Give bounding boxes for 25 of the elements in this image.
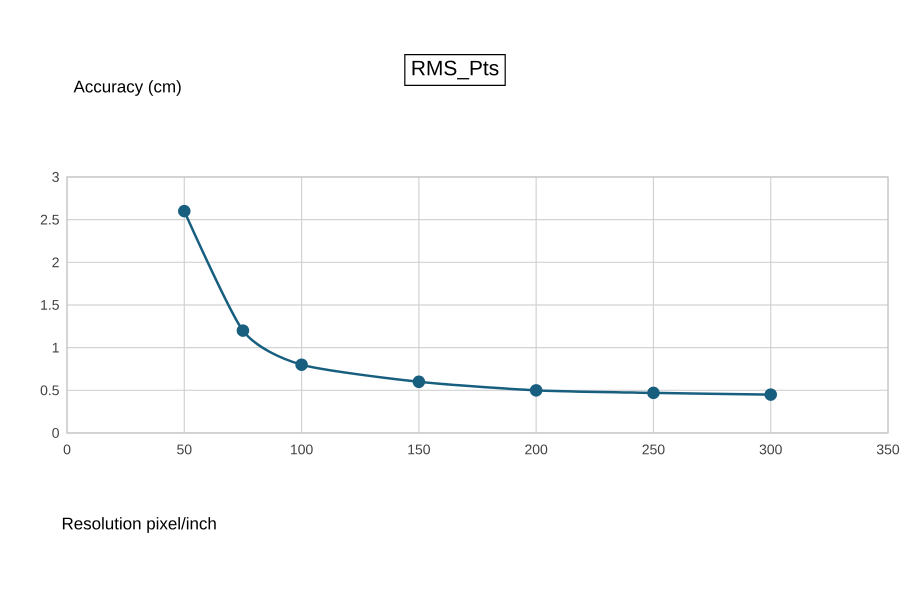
y-tick-label: 1.5 xyxy=(41,300,59,310)
y-tick-label: 3 xyxy=(52,172,59,182)
x-tick-label: 100 xyxy=(291,444,313,454)
point xyxy=(295,358,308,371)
y-tick-label: 2 xyxy=(52,257,59,268)
x-axis-title: Resolution pixel/inch xyxy=(62,517,216,533)
point xyxy=(647,386,660,400)
y-axis-title: Accuracy (cm) xyxy=(74,80,181,96)
point xyxy=(236,324,250,337)
y-tick-label: 0.5 xyxy=(40,385,59,396)
x-tick-label: 50 xyxy=(177,444,192,454)
point xyxy=(530,384,542,397)
x-tick-label: 150 xyxy=(408,444,430,454)
x-tick-label: 200 xyxy=(525,444,548,454)
x-tick-label: 250 xyxy=(642,444,665,454)
x-tick-label: 300 xyxy=(760,444,782,454)
chart-title: RMS_Pts xyxy=(412,60,498,80)
x-tick-label: 0 xyxy=(64,444,70,454)
point xyxy=(764,388,777,401)
y-tick-label: 0 xyxy=(52,428,59,438)
point xyxy=(178,204,191,218)
y-tick-label: 1 xyxy=(52,342,59,352)
x-tick-label: 350 xyxy=(876,444,900,454)
point xyxy=(412,376,426,388)
y-tick-label: 2.5 xyxy=(40,214,59,225)
